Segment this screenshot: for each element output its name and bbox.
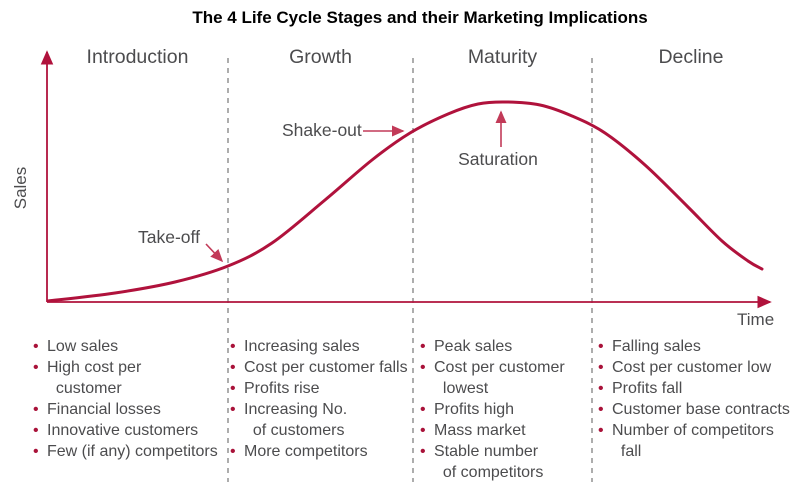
take-off-label: Take-off — [138, 227, 200, 247]
take-off-arrow-icon — [205, 243, 224, 263]
bullet-item: • Stable number of competitors — [420, 441, 590, 483]
bullet-dot-icon: • — [230, 401, 236, 418]
stage-label-growth: Growth — [289, 46, 352, 68]
bullet-dot-icon: • — [420, 338, 426, 355]
bullet-text: Increasing sales — [244, 338, 360, 355]
bullet-dot-icon: • — [33, 338, 39, 355]
bullet-dot-icon: • — [230, 338, 236, 355]
bullet-item: • Low sales — [33, 336, 227, 357]
bullet-dot-icon: • — [420, 422, 426, 439]
bullet-dot-icon: • — [420, 401, 426, 418]
bullet-text: Low sales — [47, 338, 119, 355]
bullet-dot-icon: • — [230, 443, 236, 460]
bullet-item: • Innovative customers — [33, 420, 227, 441]
bullet-item: • Few (if any) competitors — [33, 441, 227, 462]
bullet-item: • Increasing sales — [230, 336, 412, 357]
maturity-bullet-list: • Peak sales • Cost per customer lowest • Pro… — [420, 336, 590, 483]
bullet-text: Cost per customer low — [612, 359, 772, 376]
bullet-text: Stable number of competitors — [434, 443, 544, 481]
bullet-item: • Number of competitors fall — [598, 420, 798, 462]
bullet-item: • More competitors — [230, 441, 412, 462]
bullet-dot-icon: • — [598, 401, 604, 418]
bullet-dot-icon: • — [33, 359, 39, 376]
bullet-dot-icon: • — [33, 422, 39, 439]
bullet-text: Profits rise — [244, 380, 320, 397]
bullet-text: Mass market — [434, 422, 526, 439]
bullet-text: Cost per customer falls — [244, 359, 408, 376]
stage-label-decline: Decline — [658, 46, 724, 68]
stage-label-maturity: Maturity — [467, 46, 538, 68]
bullet-item: • Cost per customer lowest — [420, 357, 590, 399]
y-axis-label: Sales — [11, 166, 30, 210]
bullet-item: • High cost per customer — [33, 357, 227, 399]
bullet-item: • Increasing No. of customers — [230, 399, 412, 441]
bullet-text: Financial losses — [47, 401, 161, 418]
bullet-item: • Profits rise — [230, 378, 412, 399]
sales-life-cycle-curve — [46, 100, 764, 303]
bullet-dot-icon: • — [598, 380, 604, 397]
decline-bullet-list: • Falling sales • Cost per customer low • Pro… — [598, 336, 798, 462]
bullet-dot-icon: • — [33, 443, 39, 460]
bullet-text: Innovative customers — [47, 422, 199, 439]
bullet-text: Number of competitors fall — [612, 422, 774, 460]
bullet-item: • Profits fall — [598, 378, 798, 399]
bullet-item: • Peak sales — [420, 336, 590, 357]
bullet-text: Increasing No. of customers — [244, 401, 348, 439]
bullet-text: More competitors — [244, 443, 368, 460]
bullet-text: Profits high — [434, 401, 515, 418]
bullet-dot-icon: • — [420, 443, 426, 460]
bullet-dot-icon: • — [598, 422, 604, 439]
bullet-item: • Profits high — [420, 399, 590, 420]
bullet-text: Few (if any) competitors — [47, 443, 218, 460]
bullet-item: • Financial losses — [33, 399, 227, 420]
bullet-text: Peak sales — [434, 338, 513, 355]
bullet-item: • Customer base contracts — [598, 399, 798, 420]
bullet-item: • Cost per customer falls — [230, 357, 412, 378]
bullet-dot-icon: • — [230, 359, 236, 376]
introduction-bullet-list: • Low sales • High cost per customer • Financ… — [33, 336, 227, 462]
bullet-text: High cost per customer — [47, 359, 142, 397]
bullet-text: Customer base contracts — [612, 401, 790, 418]
page-title: The 4 Life Cycle Stages and their Market… — [192, 8, 648, 27]
saturation-label: Saturation — [458, 149, 538, 169]
bullet-dot-icon: • — [230, 380, 236, 397]
stage-label-introduction: Introduction — [86, 46, 189, 68]
bullet-dot-icon: • — [420, 359, 426, 376]
bullet-item: • Mass market — [420, 420, 590, 441]
bullet-item: • Falling sales — [598, 336, 798, 357]
bullet-dot-icon: • — [598, 338, 604, 355]
growth-bullet-list: • Increasing sales • Cost per customer fall… — [230, 336, 412, 462]
bullet-text: Falling sales — [612, 338, 701, 355]
bullet-item: • Cost per customer low — [598, 357, 798, 378]
bullet-dot-icon: • — [33, 401, 39, 418]
bullet-dot-icon: • — [598, 359, 604, 376]
bullet-text: Cost per customer lowest — [434, 359, 565, 397]
x-axis-label: Time — [737, 310, 775, 329]
bullet-text: Profits fall — [612, 380, 683, 397]
shake-out-label: Shake-out — [282, 120, 362, 140]
